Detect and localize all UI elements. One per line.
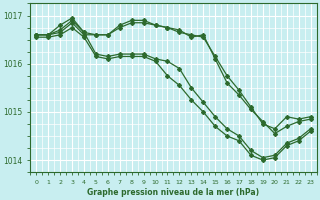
X-axis label: Graphe pression niveau de la mer (hPa): Graphe pression niveau de la mer (hPa) bbox=[87, 188, 260, 197]
